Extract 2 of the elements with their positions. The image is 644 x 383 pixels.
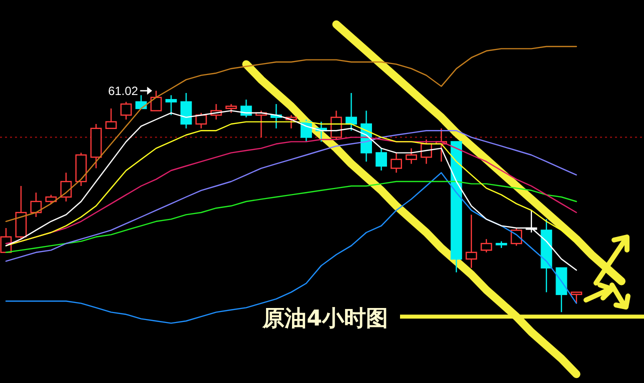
annotation: 61.02 <box>108 84 138 98</box>
ref-line-label: 原油4小时图 <box>262 306 388 332</box>
